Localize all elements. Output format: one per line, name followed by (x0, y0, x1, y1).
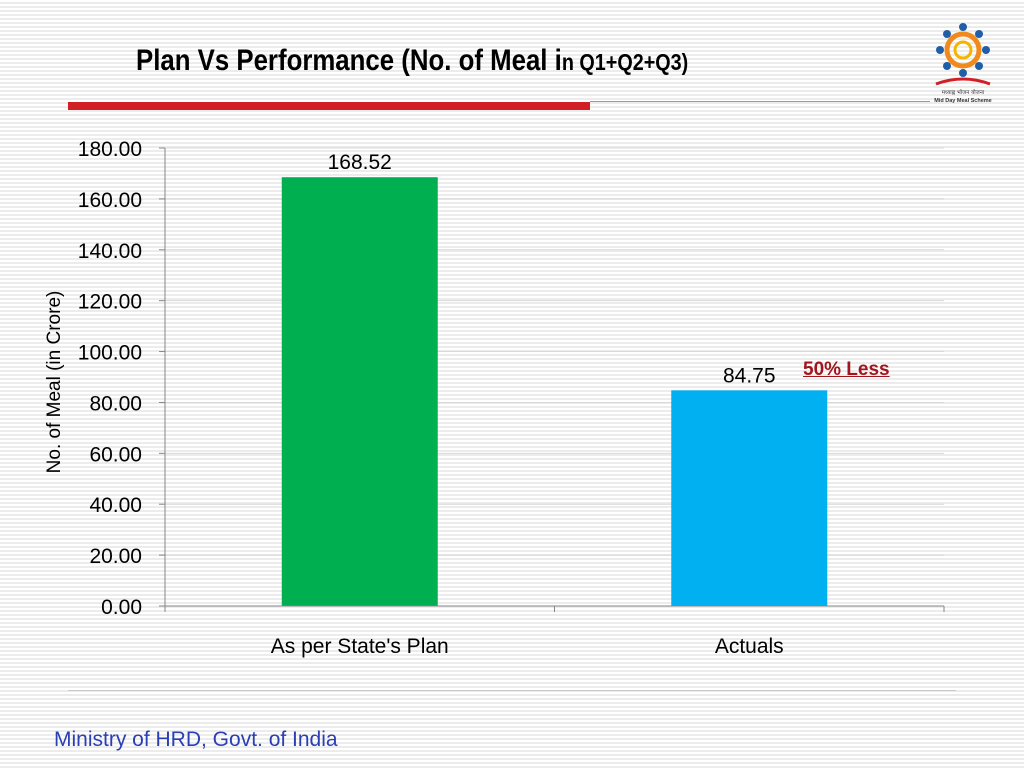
data-label: 168.52 (328, 151, 392, 174)
slide-title: Plan Vs Performance (No. of Meal in Q1+Q… (136, 44, 790, 78)
y-tick-label: 60.00 (89, 443, 142, 466)
footer-text: Ministry of HRD, Govt. of India (54, 728, 338, 751)
title-main: Plan Vs Performance (No. of Meal i (136, 44, 562, 77)
x-axis-categories: As per State's Plan Actuals (271, 635, 784, 658)
mid-day-meal-logo: मध्याह्न भोजन योजना Mid Day Meal Scheme (934, 23, 992, 104)
chart-bars (281, 177, 828, 607)
title-underline-red (68, 102, 590, 110)
logo-text-english: Mid Day Meal Scheme (934, 98, 991, 104)
y-tick-label: 20.00 (89, 545, 142, 568)
y-tick-label: 0.00 (101, 596, 142, 619)
y-tick-label: 120.00 (78, 291, 142, 314)
y-tick-label: 160.00 (78, 189, 142, 212)
y-tick-label: 140.00 (78, 240, 142, 263)
bar-0 (281, 177, 438, 607)
data-label: 84.75 (723, 364, 776, 387)
chart-axes (164, 148, 945, 612)
x-category-label: Actuals (715, 635, 784, 658)
percent-less-annotation: 50% Less (803, 359, 890, 380)
chart-data-labels: 168.52 84.75 (328, 151, 776, 387)
y-axis-label: No. of Meal (in Crore) (44, 291, 65, 474)
title-tail: n Q1+Q2+Q3) (561, 49, 689, 75)
footer-divider (68, 690, 956, 691)
logo-text-hindi: मध्याह्न भोजन योजना (942, 89, 985, 96)
y-tick-label: 80.00 (89, 392, 142, 415)
title-underline-grey (590, 101, 930, 102)
y-tick-label: 40.00 (89, 494, 142, 517)
y-tick-label: 180.00 (78, 138, 142, 161)
y-axis-ticks: 0.00 20.00 40.00 60.00 80.00 100.00 120.00 140.… (78, 138, 165, 619)
logo-emblem-icon (935, 23, 991, 86)
bar-chart: 0.00 20.00 40.00 60.00 80.00 100.00 120.00 140.… (44, 138, 945, 658)
x-category-label: As per State's Plan (271, 635, 449, 658)
bar-1 (671, 390, 828, 606)
y-tick-label: 100.00 (78, 342, 142, 365)
